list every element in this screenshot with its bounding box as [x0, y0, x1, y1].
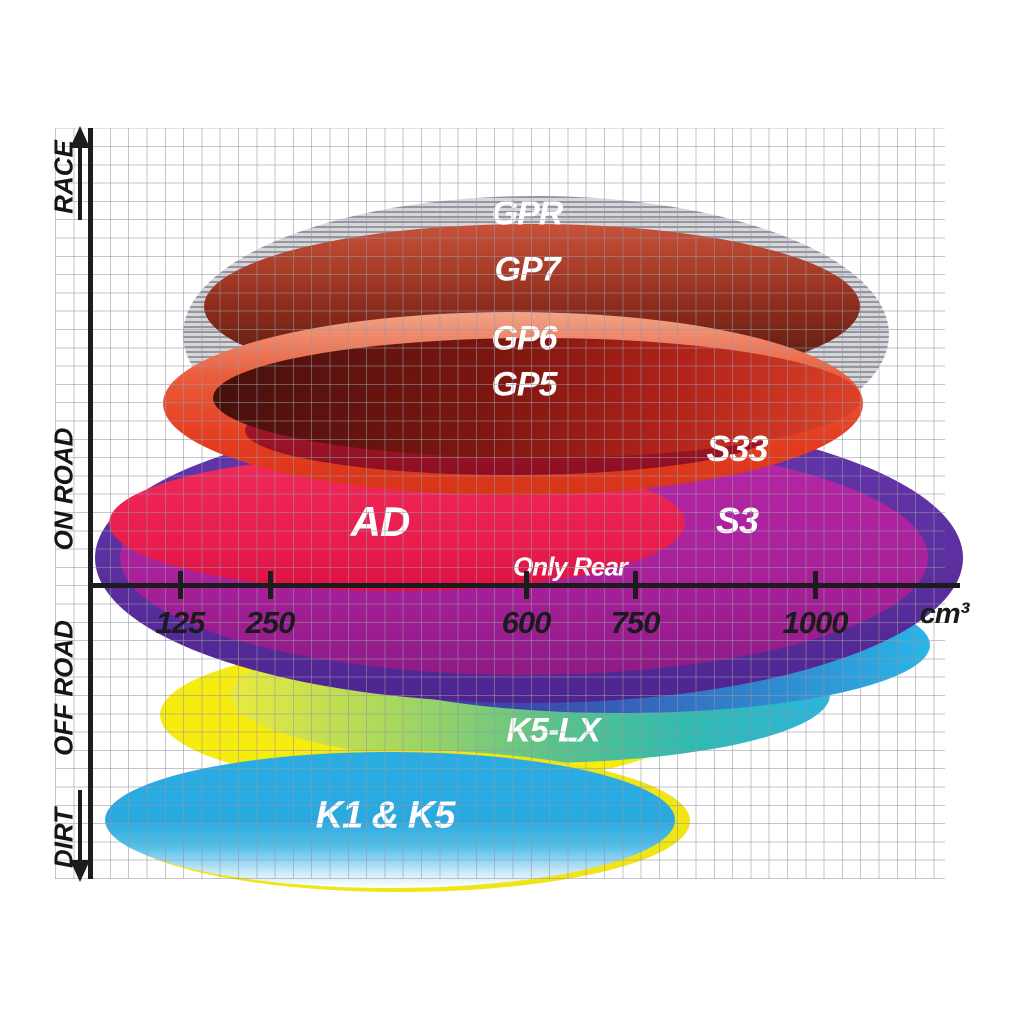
region-ad-label: AD [350, 498, 411, 545]
x-tick-label-1000: 1000 [782, 605, 849, 640]
x-tick-250 [268, 571, 273, 599]
only-rear-label: Only Rear [513, 551, 628, 582]
region-gp7-label: GP7 [494, 250, 560, 289]
y-label-on-road: ON ROAD [48, 427, 79, 551]
x-tick-600 [524, 571, 529, 599]
region-gp5-label: GP5 [491, 365, 557, 404]
region-gpr-label: GPR [491, 194, 564, 233]
region-k1k5-label: K1 & K5 [315, 794, 456, 837]
x-tick-label-750: 750 [610, 605, 661, 640]
x-tick-750 [633, 571, 638, 599]
y-label-dirt: DIRT [48, 807, 79, 869]
x-tick-125 [178, 571, 183, 599]
region-gp6-label: GP6 [491, 319, 557, 358]
x-tick-label-250: 250 [245, 605, 296, 640]
x-tick-label-600: 600 [501, 605, 552, 640]
y-axis-line [88, 128, 93, 879]
x-axis-unit-label: cm³ [919, 598, 970, 630]
x-tick-label-125: 125 [155, 605, 206, 640]
region-k5lx-label: K5-LX [506, 711, 600, 750]
x-tick-1000 [813, 571, 818, 599]
region-s3-label: S3 [715, 500, 759, 541]
region-s33-label: S33 [706, 428, 768, 469]
y-label-off-road: OFF ROAD [48, 620, 79, 756]
y-label-race: RACE [48, 140, 79, 214]
